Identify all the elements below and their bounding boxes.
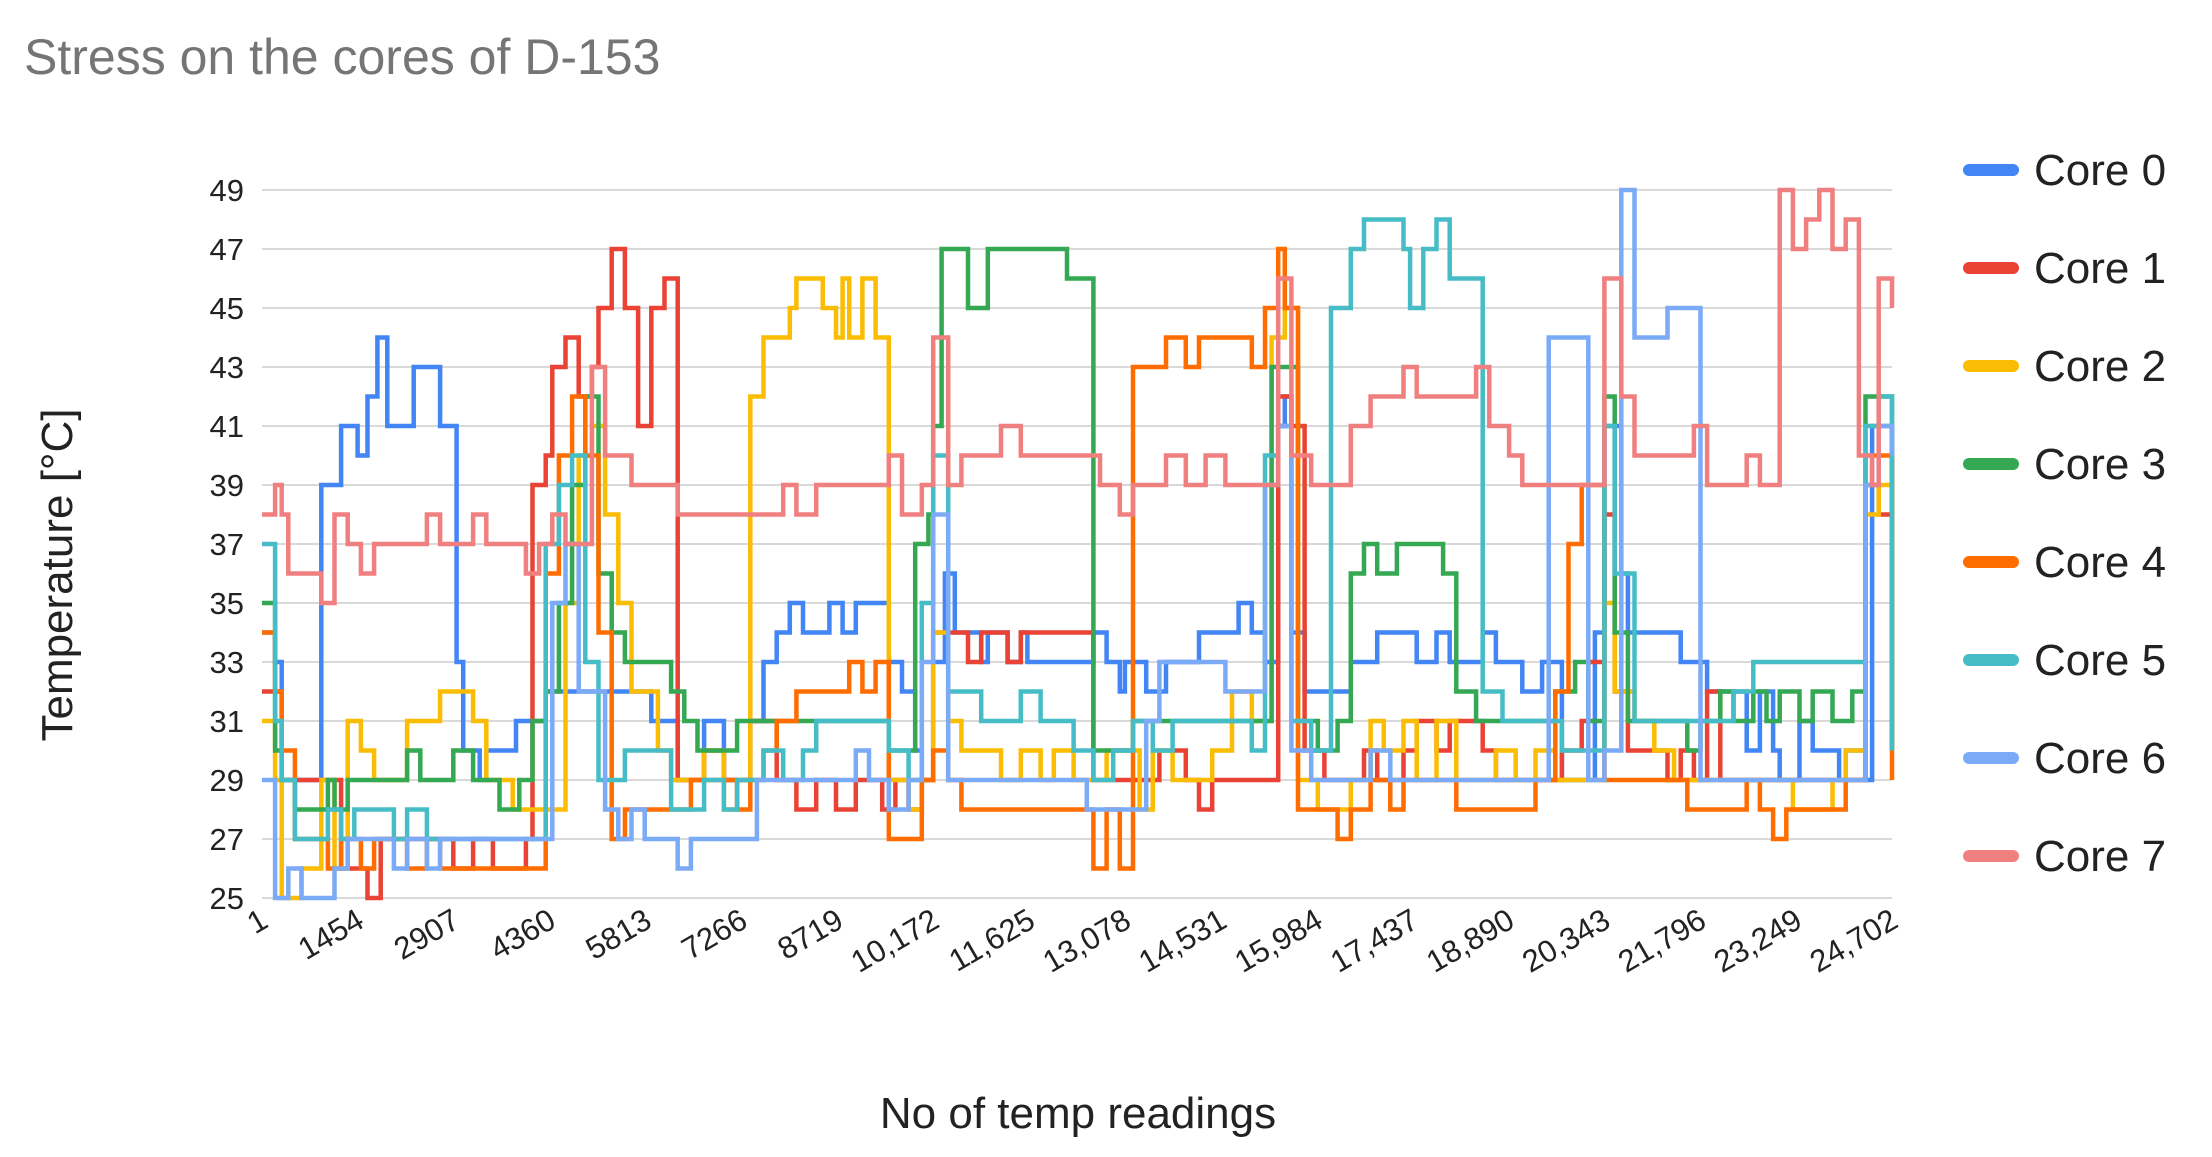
y-tick-label: 49 <box>210 173 244 208</box>
legend-item: Core 4 <box>1963 538 2166 587</box>
legend-item: Core 2 <box>1963 342 2166 391</box>
y-tick-label: 37 <box>210 527 244 562</box>
x-tick-label: 18,890 <box>1420 902 1520 980</box>
y-tick-label: 35 <box>210 586 244 621</box>
x-tick-label: 4360 <box>484 902 561 967</box>
x-tick-label: 23,249 <box>1708 902 1808 980</box>
x-tick-label: 24,702 <box>1804 902 1904 980</box>
legend-item: Core 1 <box>1963 244 2166 293</box>
legend-swatch <box>1963 458 2019 470</box>
legend-label: Core 6 <box>2034 734 2166 783</box>
plot-series <box>262 187 1895 901</box>
x-tick-label: 21,796 <box>1612 902 1712 980</box>
x-tick-label: 2907 <box>388 902 465 967</box>
legend-swatch <box>1963 850 2019 862</box>
y-tick-label: 45 <box>210 291 244 326</box>
x-tick-label: 8719 <box>772 902 849 967</box>
chart-title: Stress on the cores of D-153 <box>24 29 660 85</box>
y-axis-title: Temperature [°C] <box>33 408 82 741</box>
y-tick-label: 41 <box>210 409 244 444</box>
series-line-core-4 <box>262 246 1895 871</box>
x-tick-label: 17,437 <box>1324 902 1424 980</box>
legend-label: Core 0 <box>2034 146 2166 195</box>
legend-label: Core 3 <box>2034 440 2166 489</box>
series-line-core-1 <box>262 246 1895 901</box>
x-tick-label: 10,172 <box>845 902 945 980</box>
series-line-core-0 <box>262 335 1895 783</box>
legend: Core 0 Core 1 Core 2 Core 3 Core 4 Core 5 Core… <box>1963 146 2166 881</box>
legend-item: Core 5 <box>1963 636 2166 685</box>
x-tick-labels: 1 1454 2907 4360 5813 7266 871910,17211,62513,… <box>241 902 1903 980</box>
x-tick-label: 7266 <box>676 902 753 967</box>
y-tick-label: 25 <box>210 881 244 916</box>
y-tick-label: 29 <box>210 763 244 798</box>
legend-item: Core 3 <box>1963 440 2166 489</box>
series-line-core-3 <box>262 246 1895 812</box>
legend-swatch <box>1963 360 2019 372</box>
legend-item: Core 0 <box>1963 146 2166 195</box>
legend-swatch <box>1963 556 2019 568</box>
x-tick-label: 15,984 <box>1229 902 1329 980</box>
legend-swatch <box>1963 752 2019 764</box>
x-tick-label: 20,343 <box>1516 902 1616 980</box>
legend-item: Core 6 <box>1963 734 2166 783</box>
x-tick-label: 1 <box>241 902 273 941</box>
x-tick-label: 11,625 <box>943 902 1041 979</box>
legend-swatch <box>1963 164 2019 176</box>
y-tick-label: 27 <box>210 822 244 857</box>
series-line-core-6 <box>262 187 1895 901</box>
x-axis-title: No of temp readings <box>880 1089 1276 1138</box>
y-tick-label: 31 <box>210 704 244 739</box>
x-tick-label: 5813 <box>580 902 657 967</box>
series-line-core-5 <box>262 217 1895 842</box>
series-line-core-2 <box>262 276 1895 901</box>
x-tick-label: 13,078 <box>1037 902 1137 980</box>
y-tick-label: 43 <box>210 350 244 385</box>
x-tick-label: 1454 <box>292 902 369 967</box>
legend-swatch <box>1963 654 2019 666</box>
legend-label: Core 2 <box>2034 342 2166 391</box>
legend-label: Core 1 <box>2034 244 2166 293</box>
legend-label: Core 7 <box>2034 832 2166 881</box>
y-tick-label: 33 <box>210 645 244 680</box>
legend-item: Core 7 <box>1963 832 2166 881</box>
legend-swatch <box>1963 262 2019 274</box>
legend-label: Core 4 <box>2034 538 2166 587</box>
y-tick-labels: 25 27 29 31 33 35 37 39 41 43 45 47 49 <box>210 173 244 916</box>
legend-label: Core 5 <box>2034 636 2166 685</box>
y-tick-label: 47 <box>210 232 244 267</box>
series-line-core-7 <box>262 187 1895 606</box>
y-tick-label: 39 <box>210 468 244 503</box>
x-tick-label: 14,531 <box>1133 902 1233 980</box>
